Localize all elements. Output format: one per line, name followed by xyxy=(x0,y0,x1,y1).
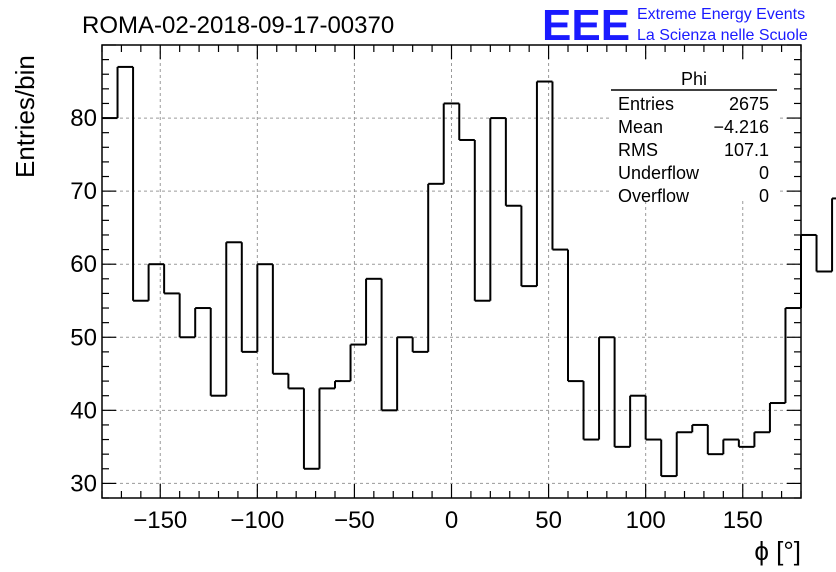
logo-line1: Extreme Energy Events xyxy=(637,6,805,23)
x-tick-label: −50 xyxy=(334,507,375,534)
y-axis-title: Entries/bin xyxy=(10,55,40,178)
y-tick-label: 30 xyxy=(70,470,97,497)
stats-row-value: 2675 xyxy=(729,94,769,114)
logo-line2: La Scienza nelle Scuole xyxy=(637,27,808,44)
x-tick-label: 150 xyxy=(723,507,763,534)
stats-row-label: RMS xyxy=(618,140,658,160)
stats-row-value: 0 xyxy=(759,163,769,183)
y-tick-label: 60 xyxy=(70,251,97,278)
x-tick-labels: −150 −100 −50 0 50 100 150 xyxy=(133,507,763,534)
stats-box: Phi Entries 2675 Mean −4.216 RMS 107.1 Underfl… xyxy=(611,62,777,206)
stats-row-label: Underflow xyxy=(618,163,700,183)
grid xyxy=(102,45,801,498)
x-axis-title: ϕ [°] xyxy=(754,536,801,566)
stats-row-label: Overflow xyxy=(618,186,690,206)
y-tick-label: 70 xyxy=(70,178,97,205)
x-tick-label: 50 xyxy=(535,507,562,534)
run-title: ROMA-02-2018-09-17-00370 xyxy=(82,12,394,39)
x-tick-label: 100 xyxy=(626,507,666,534)
x-tick-label: 0 xyxy=(445,507,458,534)
y-tick-label: 80 xyxy=(70,105,97,132)
eee-logo: EEE Extreme Energy Events La Scienza nel… xyxy=(542,1,808,50)
logo-text: EEE xyxy=(542,1,630,50)
x-tick-label: −100 xyxy=(230,507,284,534)
y-tick-label: 40 xyxy=(70,397,97,424)
stats-row-label: Entries xyxy=(618,94,674,114)
stats-row-value: 0 xyxy=(759,186,769,206)
stats-box-background xyxy=(611,62,777,200)
stats-title: Phi xyxy=(681,69,707,89)
histogram-bins xyxy=(102,65,836,478)
y-tick-label: 50 xyxy=(70,324,97,351)
axis-ticks xyxy=(101,44,802,499)
stats-row-value: 107.1 xyxy=(724,140,769,160)
stats-rows: Entries 2675 Mean −4.216 RMS 107.1 Underflow 0 O… xyxy=(618,94,769,206)
stats-row-label: Mean xyxy=(618,117,663,137)
y-tick-labels: 30 40 50 60 70 80 xyxy=(70,105,97,497)
stats-row-value: −4.216 xyxy=(713,117,769,137)
x-tick-label: −150 xyxy=(133,507,187,534)
